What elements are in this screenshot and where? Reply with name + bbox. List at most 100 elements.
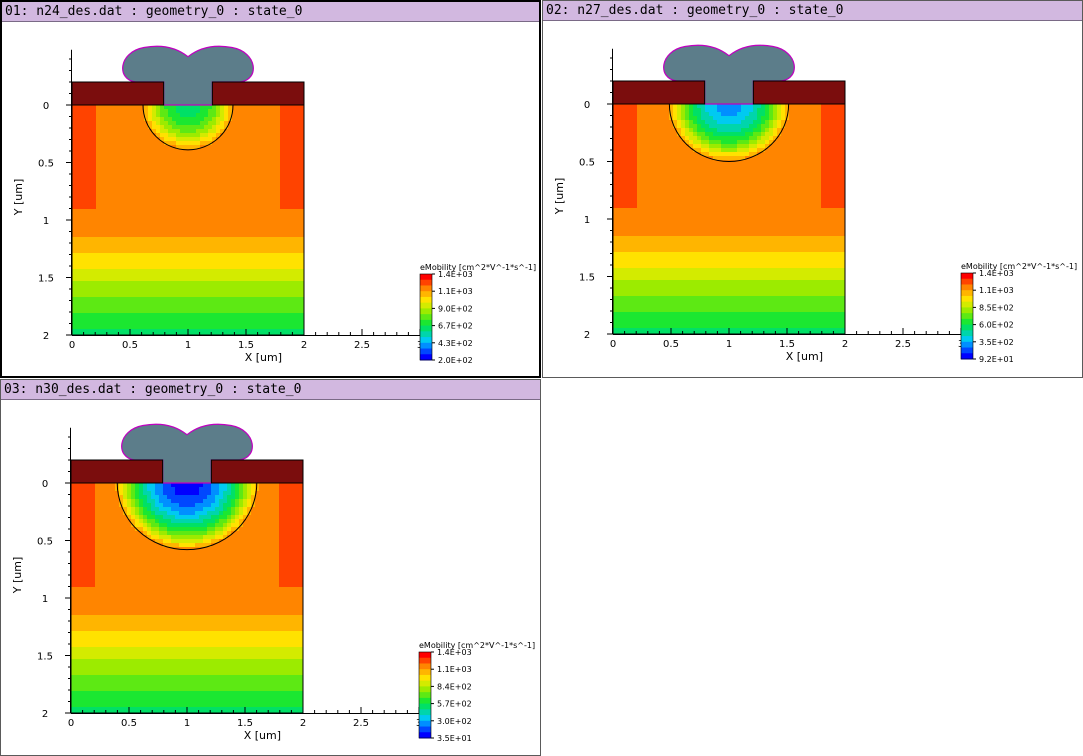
mobility-cell <box>292 217 297 222</box>
mobility-cell <box>140 197 145 202</box>
device-plot[interactable] <box>612 44 846 335</box>
plot-panel-2[interactable]: 02: n27_des.dat : geometry_0 : state_0 0… <box>542 0 1083 378</box>
panel-title[interactable]: 02: n27_des.dat : geometry_0 : state_0 <box>543 1 1082 21</box>
mobility-cell <box>296 193 301 198</box>
mobility-cell <box>104 301 109 306</box>
plot-panel-1[interactable]: 01: n24_des.dat : geometry_0 : state_0 0… <box>0 0 541 378</box>
mobility-cell <box>88 201 93 206</box>
mobility-cell <box>128 273 133 278</box>
mobility-cell <box>813 116 818 121</box>
mobility-cell <box>196 333 201 336</box>
drain-contact[interactable] <box>211 81 305 106</box>
mobility-cell <box>88 289 93 294</box>
mobility-cell <box>280 329 285 334</box>
mobility-cell <box>769 120 774 125</box>
gate-electrode[interactable] <box>122 45 254 106</box>
mobility-cell <box>224 333 229 336</box>
mobility-cell <box>88 137 93 142</box>
mobility-cell <box>665 188 670 193</box>
mobility-cell <box>733 124 738 129</box>
mobility-cell <box>252 329 257 334</box>
mobility-cell <box>793 200 798 205</box>
mobility-cell <box>256 333 261 336</box>
mobility-cell <box>160 285 165 290</box>
mobility-cell <box>649 148 654 153</box>
mobility-cell <box>168 149 173 154</box>
mobility-cell <box>745 196 750 201</box>
mobility-cell <box>136 241 141 246</box>
mobility-cell <box>737 184 742 189</box>
mobility-cell <box>244 185 249 190</box>
panel-title[interactable]: 01: n24_des.dat : geometry_0 : state_0 <box>2 2 539 22</box>
mobility-cell <box>92 121 97 126</box>
mobility-cell <box>144 105 149 110</box>
mobility-cell <box>192 177 197 182</box>
mobility-cell <box>84 301 89 306</box>
mobility-cell <box>236 145 241 150</box>
mobility-cell <box>172 185 177 190</box>
mobility-cell <box>280 233 285 238</box>
mobility-cell <box>300 229 305 234</box>
mobility-cell <box>216 169 221 174</box>
mobility-cell <box>192 261 197 266</box>
mobility-cell <box>244 277 249 282</box>
mobility-cell <box>621 196 626 201</box>
mobility-cell <box>112 265 117 270</box>
mobility-cell <box>136 113 141 118</box>
mobility-cell <box>196 265 201 270</box>
mobility-cell <box>72 177 77 182</box>
mobility-cell <box>729 128 734 133</box>
mobility-cell <box>152 121 157 126</box>
mobility-cell <box>841 156 846 161</box>
colorbar-legend[interactable]: eMobility [cm^2*V^-1*s^-1]1.4E+031.1E+03… <box>419 263 536 365</box>
mobility-cell <box>693 200 698 205</box>
mobility-cell <box>697 144 702 149</box>
mobility-plot[interactable]: 00.511.522.5300.511.52X [um]Y [um]eMobil… <box>2 22 539 378</box>
mobility-cell <box>192 313 197 318</box>
mobility-cell <box>148 117 153 122</box>
mobility-cell <box>292 241 297 246</box>
mobility-cell <box>669 200 674 205</box>
mobility-cell <box>617 188 622 193</box>
mobility-cell <box>252 245 257 250</box>
mobility-cell <box>765 144 770 149</box>
mobility-cell <box>216 141 221 146</box>
mobility-cell <box>629 204 634 209</box>
mobility-cell <box>244 217 249 222</box>
mobility-cell <box>669 108 674 113</box>
mobility-cell <box>208 141 213 146</box>
mobility-cell <box>621 176 626 181</box>
mobility-cell <box>825 120 830 125</box>
mobility-cell <box>705 112 710 117</box>
mobility-cell <box>264 141 269 146</box>
mobility-cell <box>813 196 818 201</box>
mobility-cell <box>280 133 285 138</box>
mobility-cell <box>829 196 834 201</box>
mobility-cell <box>657 164 662 169</box>
mobility-cell <box>220 173 225 178</box>
mobility-cell <box>817 156 822 161</box>
mobility-cell <box>136 117 141 122</box>
mobility-cell <box>84 165 89 170</box>
mobility-cell <box>100 181 105 186</box>
mobility-cell <box>248 321 253 326</box>
mobility-cell <box>773 184 778 189</box>
mobility-plot[interactable]: 00.511.522.5300.511.52X [um]Y [um]eMobil… <box>543 21 1082 377</box>
mobility-cell <box>300 321 305 326</box>
mobility-cell <box>212 289 217 294</box>
mobility-cell <box>116 269 121 274</box>
device-plot[interactable] <box>71 45 305 336</box>
mobility-cell <box>665 144 670 149</box>
mobility-cell <box>236 125 241 130</box>
mobility-cell <box>96 305 101 310</box>
mobility-cell <box>240 317 245 322</box>
mobility-cell <box>204 297 209 302</box>
mobility-cell <box>637 156 642 161</box>
source-contact[interactable] <box>71 81 165 106</box>
mobility-cell <box>268 169 273 174</box>
mobility-cell <box>244 221 249 226</box>
mobility-cell <box>264 217 269 222</box>
mobility-cell <box>789 112 794 117</box>
mobility-cell <box>288 321 293 326</box>
mobility-cell <box>268 209 273 214</box>
